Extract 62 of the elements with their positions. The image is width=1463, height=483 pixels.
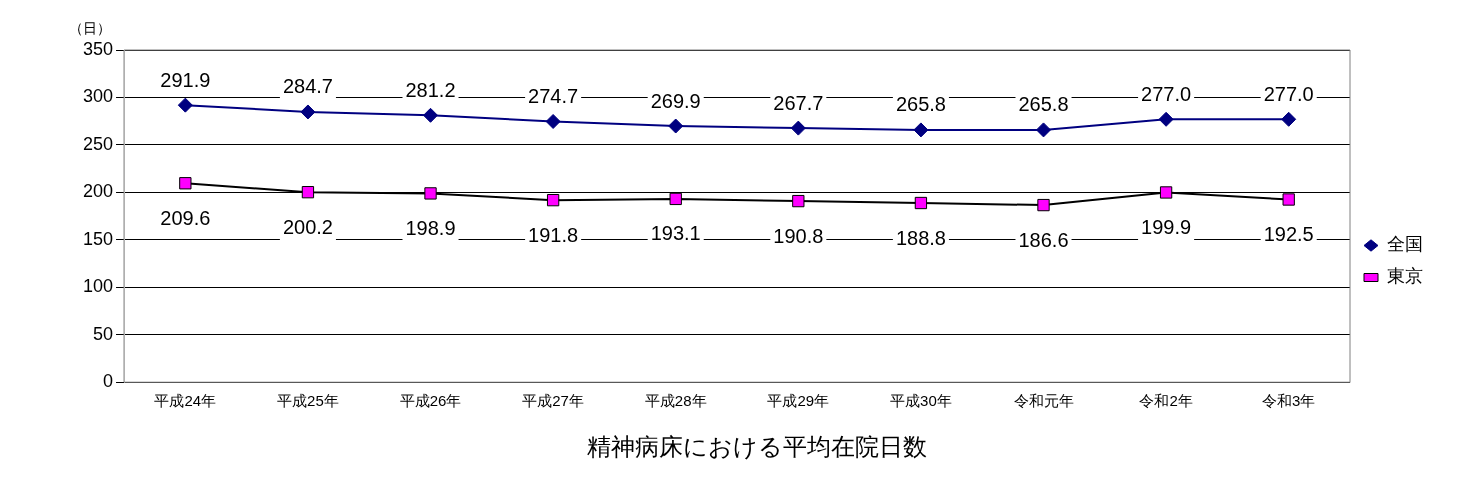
- point: [546, 194, 560, 207]
- data-label: 277.0: [1141, 82, 1192, 105]
- point: [1158, 111, 1174, 127]
- x-tick-label: 平成29年: [767, 392, 830, 410]
- point: [1159, 186, 1173, 199]
- data-label: 193.1: [650, 222, 701, 245]
- x-tick-label: 令和元年: [1013, 392, 1074, 410]
- point: [301, 186, 315, 199]
- data-label: 265.8: [1018, 93, 1069, 116]
- point: [545, 113, 561, 129]
- point: [423, 107, 439, 123]
- data-label: 284.7: [282, 75, 333, 98]
- point: [424, 187, 437, 200]
- point: [177, 97, 193, 113]
- x-tick-label: 令和3年: [1262, 392, 1316, 410]
- data-label: 191.8: [528, 223, 579, 246]
- point: [1281, 111, 1297, 127]
- point: [1037, 198, 1050, 212]
- x-tick-label: 令和2年: [1139, 392, 1193, 410]
- data-label: 277.0: [1263, 82, 1314, 105]
- y-tick-label: 50: [93, 323, 114, 344]
- legend-label: 東京: [1387, 266, 1423, 287]
- data-label: 269.9: [650, 89, 701, 112]
- y-tick-label: 100: [82, 276, 114, 297]
- y-axis-title: （日）: [69, 19, 111, 36]
- data-label: 200.2: [282, 215, 333, 238]
- point: [179, 177, 192, 190]
- data-label: 192.5: [1263, 223, 1314, 246]
- point: [300, 104, 316, 120]
- data-label: 265.8: [895, 93, 946, 116]
- data-label: 190.8: [773, 224, 824, 247]
- data-label: 186.6: [1018, 228, 1069, 251]
- data-label: 209.6: [160, 206, 211, 229]
- y-tick-label: 0: [103, 371, 114, 392]
- point: [669, 192, 682, 206]
- data-label: 281.2: [405, 78, 456, 101]
- data-label: 188.8: [895, 226, 946, 249]
- data-label: 274.7: [528, 84, 579, 107]
- y-tick-label: 350: [82, 38, 114, 59]
- x-tick-label: 平成27年: [522, 392, 584, 410]
- data-label: 198.9: [405, 216, 456, 239]
- point: [913, 122, 929, 138]
- point: [668, 118, 684, 134]
- point: [1036, 122, 1052, 138]
- x-tick-label: 平成28年: [644, 392, 707, 410]
- x-tick-label: 平成24年: [154, 392, 217, 410]
- data-label: 267.7: [773, 91, 824, 114]
- point: [914, 196, 928, 210]
- point: [792, 194, 805, 208]
- point: [1282, 193, 1295, 206]
- x-tick-label: 平成30年: [890, 392, 952, 410]
- y-tick-label: 150: [82, 228, 114, 249]
- y-tick-label: 200: [82, 181, 114, 202]
- text: 精神病床における平均在院日数: [586, 433, 927, 461]
- y-tick-label: 250: [82, 133, 114, 154]
- data-label: 199.9: [1141, 215, 1192, 238]
- x-tick-label: 平成25年: [277, 392, 339, 410]
- point: [790, 120, 806, 136]
- legend-label: 全国: [1387, 234, 1423, 255]
- data-label: 291.9: [160, 68, 211, 91]
- y-tick-label: 300: [82, 86, 114, 107]
- x-tick-label: 平成26年: [399, 392, 462, 410]
